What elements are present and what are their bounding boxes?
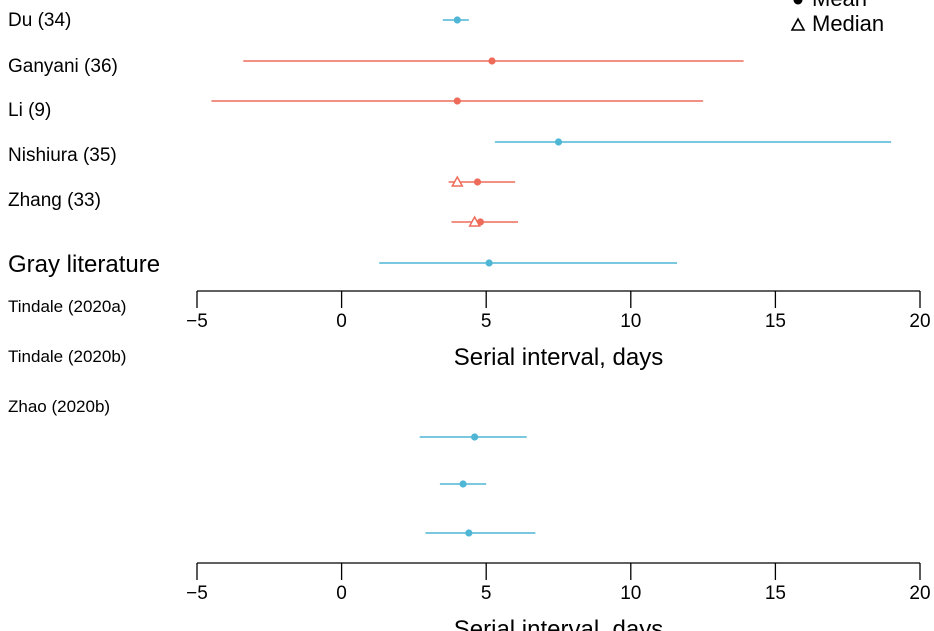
x-tick-label: 20	[909, 583, 930, 604]
mean-point	[473, 178, 482, 186]
x-axis-title: Serial interval, days	[454, 616, 663, 631]
x-tick-label: 5	[481, 311, 492, 332]
legend-mean-label: Mean	[812, 0, 867, 11]
section-title-gray-literature: Gray literature	[8, 251, 160, 278]
x-axis-title: Serial interval, days	[454, 344, 663, 371]
median-point	[451, 175, 464, 187]
median-point	[468, 215, 481, 227]
x-tick-label: 10	[620, 311, 641, 332]
x-tick-label: 15	[765, 583, 786, 604]
x-tick-label: 0	[336, 583, 347, 604]
mean-point	[471, 433, 479, 441]
x-tick-label: 5	[481, 583, 492, 604]
row-label: Li (9)	[8, 100, 51, 121]
x-tick-label: −5	[186, 311, 208, 332]
mean-point	[488, 57, 496, 65]
mean-point	[554, 138, 563, 146]
mean-point	[453, 16, 461, 24]
legend-median-label: Median	[812, 11, 884, 36]
mean-point	[485, 259, 493, 267]
row-label: Ganyani (36)	[8, 56, 118, 77]
x-tick-label: 15	[765, 311, 786, 332]
legend-mean-marker	[793, 0, 803, 5]
x-tick-label: 0	[336, 311, 347, 332]
mean-point	[453, 97, 461, 105]
row-label: Zhao (2020b)	[8, 397, 110, 416]
row-label: Tindale (2020a)	[8, 297, 126, 316]
row-label: Zhang (33)	[8, 190, 101, 211]
legend-median-marker	[790, 17, 806, 31]
mean-point	[465, 529, 473, 537]
mean-point	[459, 480, 467, 488]
x-tick-label: 10	[620, 583, 641, 604]
x-tick-label: −5	[186, 583, 208, 604]
row-label: Du (34)	[8, 10, 71, 31]
row-label: Nishiura (35)	[8, 145, 117, 166]
row-label: Tindale (2020b)	[8, 347, 126, 366]
x-tick-label: 20	[909, 311, 930, 332]
